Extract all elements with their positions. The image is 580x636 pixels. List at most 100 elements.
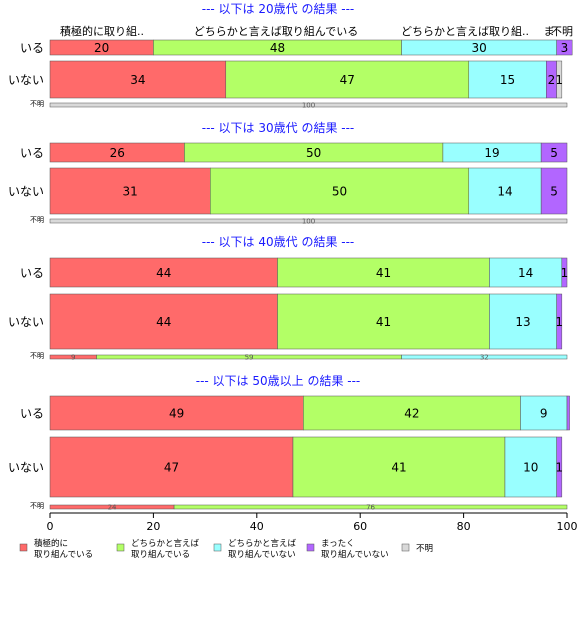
panel-0: --- 以下は 20歳代 の結果 --- いる 20 48 30 3 いない 34 47 15 2 1… [8, 2, 573, 110]
unknown-row-label: 不明 [30, 100, 44, 108]
data-label-row1-p0-s3: 2 [548, 73, 556, 87]
x-axis: 0 20 40 60 80 100 [47, 512, 578, 533]
header-label-2: どちらかと言えば取り組.. [401, 25, 529, 38]
legend-label-1: 取り組んでいる [131, 549, 190, 560]
unknown-row-label: 不明 [30, 502, 44, 510]
data-label-row1-p2-s1: 41 [376, 315, 391, 329]
header-label-3: ま [544, 25, 555, 38]
data-label-row0-p2-s3: 1 [561, 266, 569, 280]
data-label-row1-p3-s2: 10 [523, 460, 538, 474]
bar-segment-row0-p3-s0 [49, 395, 304, 431]
legend-label-3: まったく [321, 539, 355, 549]
bar-segment-row1-p2-s0 [49, 293, 278, 350]
x-tick-label: 100 [557, 520, 578, 533]
panel-title: --- 以下は 20歳代 の結果 --- [202, 2, 355, 16]
data-label-unknown-p2-s2: 32 [480, 354, 489, 362]
panel-title: --- 以下は 40歳代 の結果 --- [202, 235, 355, 249]
bar-segment-row1-p0-s0 [49, 60, 227, 99]
bar-segment-row0-p3-s3 [566, 395, 570, 431]
legend-label-1: どちらかと言えば [131, 538, 200, 549]
data-label-row1-p1-s3: 5 [550, 184, 558, 198]
panel-1: --- 以下は 30歳代 の結果 --- いる 26 50 19 5 いない 31 50 14 5 不… [8, 121, 568, 226]
data-label-row1-p0-s2: 15 [500, 73, 515, 87]
data-label-row0-p1-s0: 26 [110, 146, 125, 160]
unknown-row-label: 不明 [30, 216, 44, 224]
panel-title: --- 以下は 50歳以上 の結果 --- [196, 374, 361, 388]
data-label-row0-p2-s0: 44 [156, 266, 171, 280]
bar-segment-row1-p0-s2 [468, 60, 547, 99]
row-label: いない [8, 461, 44, 475]
x-tick-label: 20 [146, 520, 160, 533]
x-tick-label: 80 [457, 520, 471, 533]
row-label: いない [8, 73, 44, 87]
data-label-row0-p0-s2: 30 [471, 41, 486, 55]
data-label-row1-p1-s2: 14 [497, 184, 512, 198]
x-tick-label: 0 [47, 520, 54, 533]
bar-segment-row0-p3-s2 [520, 395, 568, 431]
data-label-unknown-p2-s1: 59 [245, 354, 254, 362]
row-label: いる [20, 41, 44, 55]
bar-segment-unknown-p0-s4 [49, 102, 568, 108]
data-label-row0-p3-s0: 49 [169, 406, 184, 420]
data-label-row0-p0-s0: 20 [94, 41, 109, 55]
bar-segment-row0-p0-s3 [556, 39, 573, 56]
data-label-row0-p1-s3: 5 [550, 146, 558, 160]
bar-segment-row1-p0-s1 [225, 60, 470, 99]
data-label-row1-p3-s1: 41 [391, 460, 406, 474]
row-label: いる [20, 146, 44, 160]
x-tick-label: 60 [353, 520, 367, 533]
legend-swatch-1 [116, 543, 125, 552]
data-label-row0-p3-s2: 9 [540, 406, 548, 420]
row-label: いない [8, 185, 44, 199]
row-label: いる [20, 407, 44, 421]
data-label-unknown-p0-s4: 100 [302, 102, 315, 110]
data-label-row1-p2-s2: 13 [515, 315, 530, 329]
data-label-row1-p3-s3: 1 [555, 460, 563, 474]
data-label-row0-p0-s1: 48 [270, 41, 285, 55]
legend-label-0: 取り組んでいる [34, 549, 93, 560]
data-label-row1-p3-s0: 47 [164, 460, 179, 474]
data-label-row1-p0-s1: 47 [340, 73, 355, 87]
panel-2: --- 以下は 40歳代 の結果 --- いる 44 41 14 1 いない 44 41 13 1 不… [8, 235, 568, 362]
header-label-4: 不明 [551, 25, 573, 38]
legend: 積極的に取り組んでいるどちらかと言えば取り組んでいるどちらかと言えば取り組んでい… [19, 538, 433, 560]
bar-segment-unknown-p1-s4 [49, 218, 568, 224]
bar-segment-unknown-p2-s2 [401, 354, 568, 360]
header-label-0: 積極的に取り組.. [60, 24, 144, 38]
data-label-row1-p2-s3: 1 [555, 315, 563, 329]
legend-swatch-3 [306, 543, 315, 552]
unknown-row-label: 不明 [30, 352, 44, 360]
bar-segment-row1-p1-s3 [540, 167, 568, 215]
panel-3: --- 以下は 50歳以上 の結果 --- いる 49 42 9 いない 47 41 10 1 不明… [8, 374, 570, 512]
data-label-row1-p0-s0: 34 [130, 73, 145, 87]
data-label-unknown-p1-s4: 100 [302, 218, 315, 226]
bar-segment-row1-p3-s2 [504, 436, 557, 498]
bar-segment-row1-p3-s3 [556, 436, 563, 498]
bar-segment-row1-p1-s0 [49, 167, 211, 215]
data-label-row0-p1-s2: 19 [484, 146, 499, 160]
bar-segment-row1-p2-s2 [489, 293, 557, 350]
data-label-row0-p2-s1: 41 [376, 266, 391, 280]
bar-segment-unknown-p3-s1 [173, 504, 568, 510]
bar-segment-row1-p1-s2 [468, 167, 542, 215]
row-label: いる [20, 266, 44, 280]
legend-label-3: 取り組んでいない [321, 549, 389, 560]
bar-segment-row0-p2-s3 [561, 257, 568, 288]
data-label-row0-p2-s2: 14 [518, 266, 533, 280]
bar-segment-row0-p2-s1 [277, 257, 490, 288]
data-label-row0-p0-s3: 3 [561, 41, 569, 55]
data-label-row1-p2-s0: 44 [156, 315, 171, 329]
legend-label-0: 積極的に [34, 538, 68, 549]
bar-segment-row1-p0-s4 [556, 60, 563, 99]
row-label: いない [8, 315, 44, 329]
data-label-row0-p3-s1: 42 [404, 406, 419, 420]
bar-segment-row1-p3-s1 [292, 436, 506, 498]
legend-swatch-0 [19, 543, 28, 552]
bar-segment-row1-p2-s3 [556, 293, 563, 350]
data-label-row1-p1-s0: 31 [122, 184, 137, 198]
legend-label-2: 取り組んでいない [228, 549, 296, 560]
bar-segment-row0-p1-s3 [540, 142, 568, 163]
data-label-unknown-p2-s0: 9 [71, 354, 75, 362]
